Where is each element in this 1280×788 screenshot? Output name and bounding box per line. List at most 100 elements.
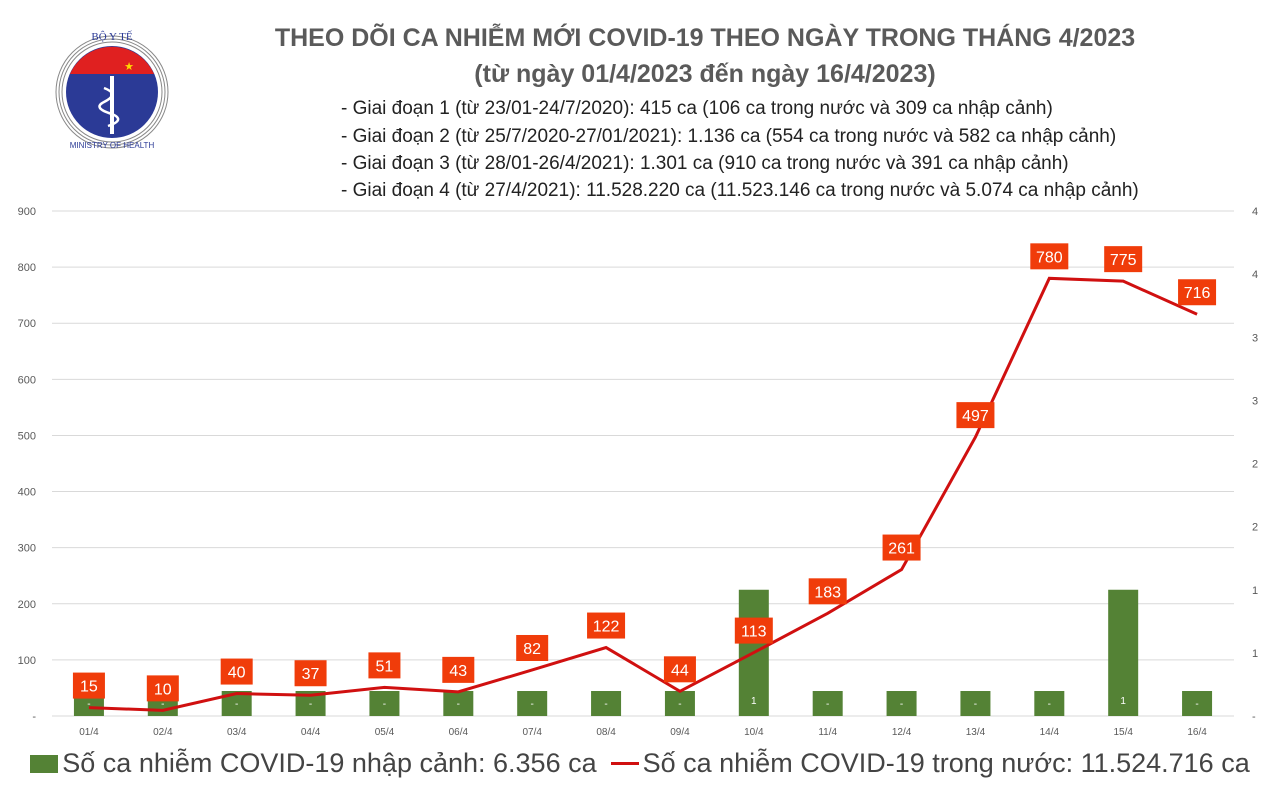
bar xyxy=(812,691,843,716)
x-tick-label: 10/4 xyxy=(744,727,764,738)
y-left-tick-label: 600 xyxy=(18,374,36,386)
data-label-box xyxy=(516,634,549,661)
data-label: 43 xyxy=(449,663,467,680)
x-tick-label: 13/4 xyxy=(966,727,986,738)
bar-label: - xyxy=(678,699,681,710)
bar-label: - xyxy=(457,699,460,710)
legend: Số ca nhiễm COVID-19 nhập cảnh: 6.356 ca… xyxy=(0,748,1280,779)
y-left-tick-label: 300 xyxy=(18,543,36,555)
y-right-tick-label: 2 xyxy=(1252,459,1258,471)
y-left-tick-label: 100 xyxy=(18,655,36,667)
x-tick-label: 02/4 xyxy=(153,727,173,738)
bar xyxy=(517,691,548,716)
stage-note: - Giai đoạn 1 (từ 23/01-24/7/2020): 415 … xyxy=(341,98,1053,119)
y-left-tick-label: 700 xyxy=(18,318,36,330)
legend-line-swatch xyxy=(610,762,639,765)
chart-subtitle: (từ ngày 01/4/2023 đến ngày 16/4/2023) xyxy=(474,60,936,88)
y-left-tick-label: 900 xyxy=(18,206,36,218)
line-series xyxy=(88,276,1198,712)
data-label: 10 xyxy=(154,681,172,698)
x-tick-label: 06/4 xyxy=(449,727,469,738)
data-label-box xyxy=(956,402,995,429)
y-left-tick-label: - xyxy=(32,711,36,723)
data-label: 780 xyxy=(1036,249,1063,266)
x-tick-label: 11/4 xyxy=(818,727,837,738)
data-label: 261 xyxy=(888,541,915,558)
bar-label: 1 xyxy=(751,696,757,707)
data-label-box xyxy=(808,578,847,605)
bar xyxy=(369,691,400,716)
bar-label: - xyxy=(1048,699,1051,710)
bar-label: - xyxy=(309,699,312,710)
y-left-tick-label: 400 xyxy=(18,487,36,499)
bar-label: - xyxy=(1195,699,1198,710)
svg-text:★: ★ xyxy=(124,61,134,73)
bar-label: - xyxy=(383,699,386,710)
x-tick-label: 08/4 xyxy=(596,727,616,738)
data-label-box xyxy=(72,672,105,699)
bar xyxy=(960,691,991,716)
y-right-tick-label: 4 xyxy=(1252,206,1258,218)
x-tick-label: 12/4 xyxy=(892,727,912,738)
data-label: 716 xyxy=(1184,285,1211,302)
data-label: 775 xyxy=(1110,252,1137,269)
data-label-box xyxy=(1104,246,1143,273)
data-label: 82 xyxy=(523,641,541,658)
svg-text:MINISTRY OF HEALTH: MINISTRY OF HEALTH xyxy=(70,141,155,150)
x-tick-label: 15/4 xyxy=(1113,727,1133,738)
bar xyxy=(1182,691,1213,716)
bar-label: - xyxy=(531,699,534,710)
bar xyxy=(1034,691,1065,716)
ministry-of-health-logo: ★ BỘ Y TẾ MINISTRY OF HEALTH xyxy=(55,30,169,150)
data-label-box xyxy=(294,660,327,687)
data-label: 37 xyxy=(302,666,320,683)
data-label: 122 xyxy=(593,619,620,636)
data-label: 497 xyxy=(962,408,989,425)
stage-note: - Giai đoạn 2 (từ 25/7/2020-27/01/2021):… xyxy=(341,126,1117,147)
legend-bar-swatch xyxy=(30,754,59,773)
data-label-box xyxy=(882,534,921,561)
x-tick-label: 07/4 xyxy=(522,727,542,738)
bar xyxy=(591,691,622,716)
stage-note: - Giai đoạn 4 (từ 27/4/2021): 11.528.220… xyxy=(341,180,1139,201)
svg-text:BỘ Y TẾ: BỘ Y TẾ xyxy=(91,30,132,43)
x-tick-label: 04/4 xyxy=(301,727,321,738)
y-right-tick-label: 3 xyxy=(1252,332,1258,344)
data-label-box xyxy=(587,612,626,639)
data-label: 40 xyxy=(228,665,246,682)
bar-label: - xyxy=(87,699,90,710)
x-tick-label: 09/4 xyxy=(670,727,690,738)
bar-label: - xyxy=(235,699,238,710)
bar xyxy=(664,691,695,716)
x-tick-label: 05/4 xyxy=(375,727,395,738)
data-label-box xyxy=(368,652,401,679)
bar xyxy=(886,691,917,716)
bar-label: - xyxy=(974,699,977,710)
data-label: 44 xyxy=(671,662,689,679)
legend-bar-label: Số ca nhiễm COVID-19 nhập cảnh: 6.356 ca xyxy=(62,748,597,778)
data-label-box xyxy=(663,656,696,683)
stage-note: - Giai đoạn 3 (từ 28/01-26/4/2021): 1.30… xyxy=(341,153,1069,174)
bar-label: - xyxy=(826,699,829,710)
y-left-tick-label: 500 xyxy=(18,430,36,442)
bar-label: 1 xyxy=(1120,696,1126,707)
y-right-tick-label: 1 xyxy=(1252,585,1258,597)
data-label-box xyxy=(734,617,773,644)
data-label-box xyxy=(442,656,475,683)
y-right-tick-label: - xyxy=(1252,711,1256,723)
y-right-tick-label: 3 xyxy=(1252,395,1258,407)
y-left-tick-label: 200 xyxy=(18,599,36,611)
x-tick-label: 03/4 xyxy=(227,727,247,738)
x-tick-label: 01/4 xyxy=(79,727,99,738)
y-right-tick-label: 1 xyxy=(1252,648,1258,660)
legend-line-label: Số ca nhiễm COVID-19 trong nước: 11.524.… xyxy=(642,748,1250,778)
y-left-tick-label: 800 xyxy=(18,262,36,274)
data-label: 113 xyxy=(741,624,767,641)
x-tick-label: 16/4 xyxy=(1187,727,1207,738)
data-label: 183 xyxy=(814,584,841,601)
data-label: 15 xyxy=(80,679,98,696)
bar xyxy=(443,691,474,716)
chart-title: THEO DÕI CA NHIỄM MỚI COVID-19 THEO NGÀY… xyxy=(274,24,1136,52)
x-tick-label: 14/4 xyxy=(1040,727,1060,738)
